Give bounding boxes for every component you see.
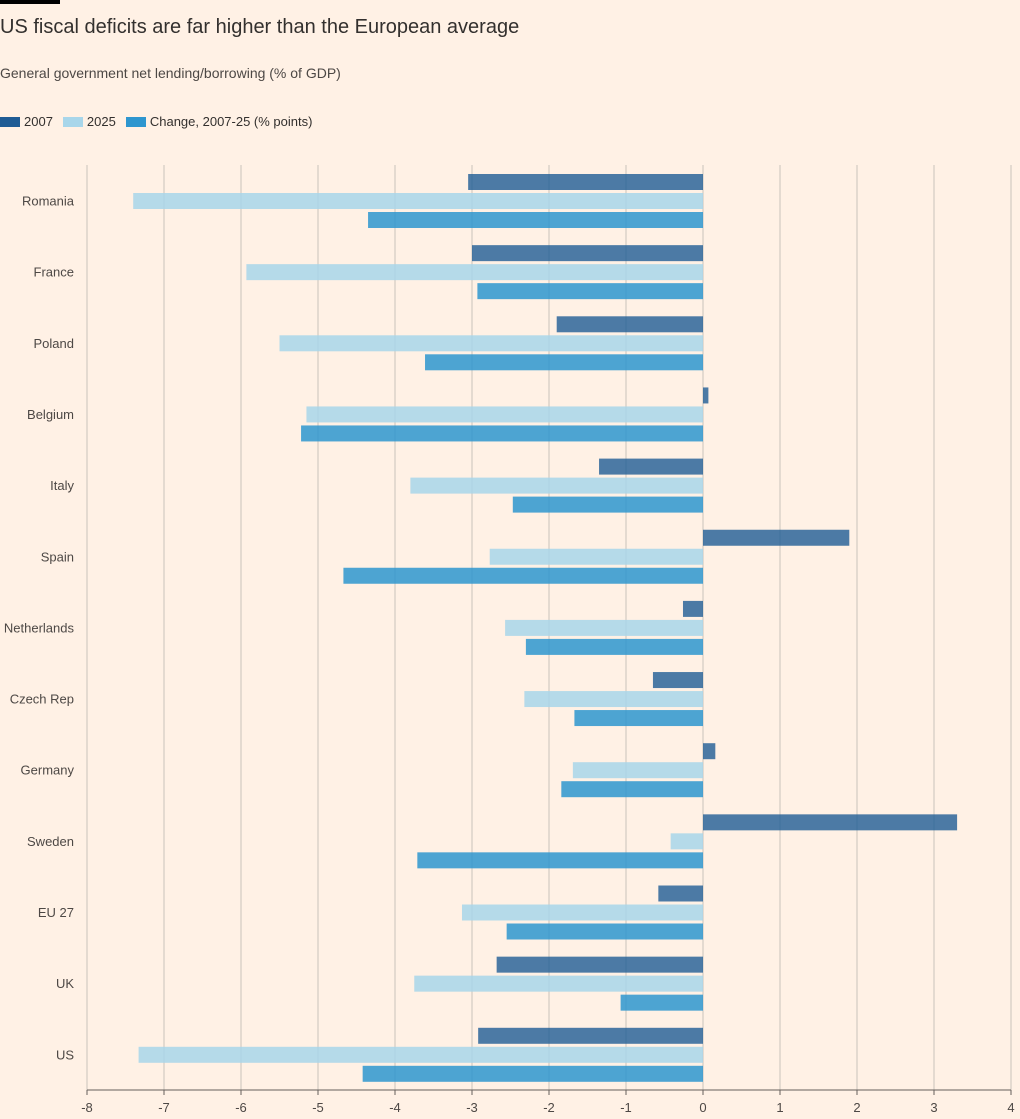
bar [368,212,703,228]
bar [417,852,703,869]
legend: 2007 2025 Change, 2007-25 (% points) [0,114,322,129]
x-tick-label: 1 [776,1100,783,1115]
bar [496,956,703,973]
bar [561,781,703,798]
bar [703,387,709,404]
bar [414,975,703,992]
legend-swatch-2025 [62,116,83,127]
bar [658,885,703,902]
category-label: Germany [21,763,75,778]
bar [525,638,703,655]
bar [512,496,703,513]
bar [477,283,703,300]
category-label: Sweden [27,834,74,849]
bar [703,743,716,760]
chart-title: US fiscal deficits are far higher than t… [0,16,520,38]
bar [343,567,703,584]
x-tick-label: -5 [312,1100,324,1115]
legend-label-2025: 2025 [86,114,116,129]
legend-swatch-change [125,116,146,127]
category-label: Netherlands [4,620,75,635]
bar [505,619,703,636]
bar [425,354,703,371]
legend-label-2007: 2007 [24,114,53,129]
bar [246,264,703,281]
x-tick-label: 3 [930,1100,937,1115]
category-label: Belgium [27,407,74,422]
x-tick-label: -3 [466,1100,478,1115]
bar [133,193,703,209]
bar [524,691,703,708]
bar [556,316,703,333]
category-label: Italy [50,478,74,493]
legend-label-change: Change, 2007-25 (% points) [149,114,313,129]
x-tick-label: -6 [235,1100,247,1115]
top-accent-bar [0,0,60,4]
category-label: France [34,265,74,280]
x-tick-label: -7 [158,1100,170,1115]
x-tick-label: 4 [1007,1100,1014,1115]
bar [472,245,703,262]
bar [620,994,703,1011]
bar [703,814,958,831]
bar [362,1065,703,1082]
x-tick-label: 2 [853,1100,860,1115]
category-label: UK [56,976,74,991]
x-tick-label: -8 [81,1100,93,1115]
bar [489,548,703,565]
bar [410,477,703,494]
bar [461,904,703,921]
bar [478,1027,703,1044]
legend-item-2025: 2025 [62,114,116,129]
x-tick-label: -1 [620,1100,632,1115]
bar [574,710,703,727]
legend-item-2007: 2007 [0,114,53,129]
legend-swatch-2007 [0,116,20,127]
category-label: EU 27 [38,905,74,920]
category-label: Poland [34,336,74,351]
bar [652,672,703,689]
category-label: Romania [22,194,75,209]
bar [301,425,703,442]
category-label: US [56,1047,74,1062]
x-tick-label: -2 [543,1100,555,1115]
bar [506,923,703,940]
bar [138,1046,704,1063]
legend-item-change: Change, 2007-25 (% points) [125,114,313,129]
bar [572,762,703,779]
category-label: Spain [41,549,74,564]
bar [703,529,850,546]
bar [670,833,703,850]
bar [306,406,703,423]
bar [682,600,703,617]
chart-subtitle: General government net lending/borrowing… [0,65,341,81]
bar [279,335,703,352]
bar [468,174,703,190]
bar [599,458,703,475]
x-tick-label: -4 [389,1100,401,1115]
category-label: Czech Rep [10,692,74,707]
x-tick-label: 0 [699,1100,706,1115]
